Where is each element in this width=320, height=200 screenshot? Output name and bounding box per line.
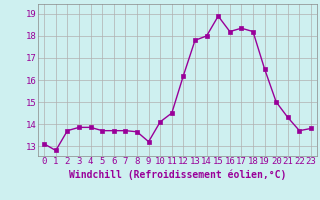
X-axis label: Windchill (Refroidissement éolien,°C): Windchill (Refroidissement éolien,°C) [69, 169, 286, 180]
